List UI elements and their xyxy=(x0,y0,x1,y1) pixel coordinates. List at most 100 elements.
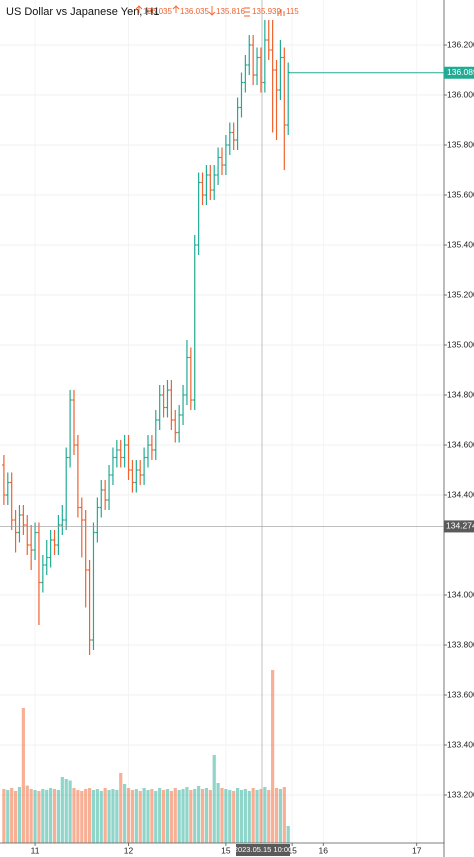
volume-bar xyxy=(37,791,41,843)
y-tick-label: 136.0000 xyxy=(447,89,474,99)
volume-bar xyxy=(150,789,154,843)
volume-bar xyxy=(126,788,131,843)
volume-bar xyxy=(204,788,209,843)
volume-bar xyxy=(278,789,283,843)
crosshair-price-box xyxy=(444,520,474,533)
readout-close: 135.939 xyxy=(252,7,281,16)
readout-low: 135.816 xyxy=(216,7,245,16)
volume-bar xyxy=(123,784,127,843)
close-icon xyxy=(244,7,250,17)
readout-volume: 115 xyxy=(286,7,299,16)
volume-bar xyxy=(216,783,220,843)
volume-bar xyxy=(146,790,150,843)
current-price-label: 136.089 xyxy=(447,67,474,77)
y-tick-label: 133.4000 xyxy=(447,739,474,749)
volume-bar xyxy=(177,790,181,843)
open-icon xyxy=(135,5,143,13)
readout: 136.035 136.035 135.816 135.939 115 xyxy=(135,5,299,17)
volume-bar xyxy=(60,777,64,843)
volume-bar xyxy=(161,790,166,843)
volume-bar xyxy=(17,787,22,843)
y-tick-label: 135.6000 xyxy=(447,189,474,199)
chart-title: US Dollar vs Japanese Yen, H1 xyxy=(6,6,159,18)
volume-bar xyxy=(21,708,25,843)
volume-bar xyxy=(84,789,88,843)
volume-bar xyxy=(29,789,33,843)
volume-bar xyxy=(76,790,80,843)
volume-bar xyxy=(13,791,18,843)
volume-bar xyxy=(10,788,14,843)
volume-bar xyxy=(224,789,228,843)
volume-bar xyxy=(282,787,286,843)
high-icon xyxy=(172,5,180,13)
volume-bar xyxy=(220,788,224,843)
price-pane xyxy=(2,20,291,655)
y-tick-label: 135.2000 xyxy=(447,289,474,299)
volume-bar xyxy=(243,789,247,843)
volume-bar xyxy=(99,791,103,843)
volume-bar xyxy=(52,789,57,843)
volume-bar xyxy=(247,791,251,843)
volume-bar xyxy=(154,791,158,843)
volume-bar xyxy=(107,790,111,843)
volume-bar xyxy=(189,790,193,843)
volume-bar xyxy=(91,790,96,843)
volume-bar xyxy=(2,789,6,843)
y-tick-label: 134.0000 xyxy=(447,589,474,599)
volume-bar xyxy=(208,790,212,843)
volume-bar xyxy=(200,789,205,843)
volume-bar xyxy=(33,790,37,843)
crosshair-time-label: 2023.05.15 10:00 xyxy=(234,845,292,854)
volume-bar xyxy=(169,791,173,843)
volume-bar xyxy=(134,789,138,843)
x-tick-label: 12 xyxy=(124,845,134,855)
volume-bar xyxy=(64,779,68,843)
volume-bar xyxy=(130,790,135,843)
volume-bar xyxy=(119,773,123,843)
volume-bar xyxy=(165,789,170,843)
volume-bar xyxy=(95,789,99,843)
volume-bar xyxy=(251,788,255,843)
volume-bar xyxy=(80,791,84,843)
volume-bar xyxy=(115,790,119,843)
volume-bar xyxy=(274,788,279,843)
volume-bar xyxy=(185,787,189,843)
volume-bar xyxy=(193,789,197,843)
readout-open: 136.035 xyxy=(143,7,172,16)
y-tick-label: 133.2000 xyxy=(447,789,474,799)
crosshair-time-box xyxy=(236,844,290,856)
volume-bar xyxy=(6,790,10,843)
low-icon xyxy=(208,6,216,16)
volume-bar xyxy=(111,789,115,843)
volume-bar xyxy=(259,789,263,843)
x-tick-label: 17 xyxy=(412,845,422,855)
volume-bar xyxy=(181,789,185,843)
axes: 136.2000 136.0000 135.8000 135.6000 135.4000… xyxy=(0,39,474,856)
volume-bar xyxy=(239,790,244,843)
volume-bar xyxy=(25,785,29,843)
volume-pane xyxy=(2,670,290,843)
y-tick-label: 134.4000 xyxy=(447,489,474,499)
volume-bar xyxy=(286,826,290,843)
volume-bar xyxy=(271,670,275,843)
volume-icon xyxy=(277,9,285,16)
volume-bar xyxy=(72,788,76,843)
volume-bar xyxy=(103,788,107,843)
volume-bar xyxy=(263,787,267,843)
volume-bar xyxy=(212,755,216,843)
y-tick-label: 133.8000 xyxy=(447,639,474,649)
volume-bar xyxy=(235,788,240,843)
y-tick-label: 135.4000 xyxy=(447,239,474,249)
volume-bar xyxy=(68,780,72,843)
y-tick-label: 134.8000 xyxy=(447,389,474,399)
volume-bar xyxy=(41,789,45,843)
y-tick-label: 135.8000 xyxy=(447,139,474,149)
x-tick-label: 16 xyxy=(319,845,329,855)
y-tick-label: 136.2000 xyxy=(447,39,474,49)
volume-bar xyxy=(197,786,201,843)
x-tick-label: 15 xyxy=(221,845,231,855)
volume-bar xyxy=(255,790,259,843)
volume-bar xyxy=(138,791,142,843)
